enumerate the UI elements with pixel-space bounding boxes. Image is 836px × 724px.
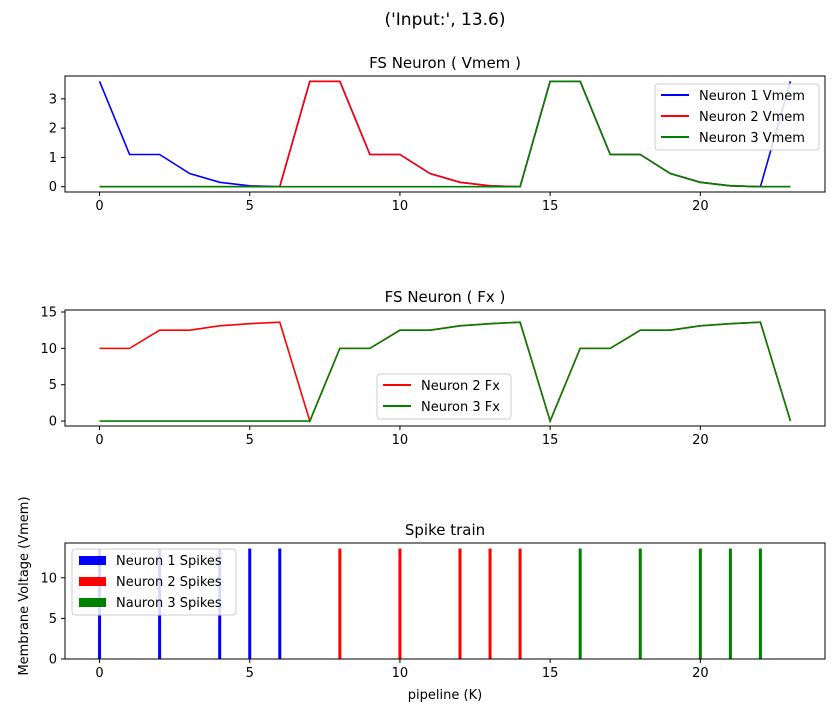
figure-suptitle: ('Input:', 13.6) (384, 10, 505, 30)
axes-frame (64, 542, 826, 660)
legend-swatch (79, 577, 106, 586)
legend-label: Neuron 1 Vmem (699, 89, 805, 104)
fx-panel: FS Neuron ( Fx ) 0 5 10 15 20 0 5 10 15 Neuron 2 F… (40, 288, 826, 448)
spike-bar-neuron-1 (278, 548, 282, 659)
panel-title: Spike train (405, 521, 485, 539)
legend-swatch (79, 556, 106, 565)
x-tick-label: 5 (246, 666, 254, 681)
spike-bar-neuron-1 (248, 548, 252, 659)
legend-box (71, 548, 237, 616)
x-tick-label: 20 (692, 666, 709, 681)
axes-frame (64, 75, 826, 193)
legend-box (654, 83, 820, 151)
y-tick-label: 2 (49, 122, 57, 137)
y-tick-label: 0 (49, 653, 57, 668)
spike-bar-neuron-2 (458, 548, 462, 659)
y-tick-label: 10 (40, 342, 57, 357)
spike-train-panel: Spike train 0 5 10 15 20 0 5 10 pipeline (K) Membr… (17, 496, 826, 703)
x-tick-label: 20 (692, 199, 709, 214)
y-tick-label: 0 (49, 415, 57, 430)
spike-bar-neuron-2 (488, 548, 492, 659)
spike-bar-neuron-3 (638, 548, 642, 659)
x-tick-label: 5 (246, 433, 254, 448)
x-tick-label: 0 (95, 433, 103, 448)
y-axis-label: Membrane Voltage (Vmem) (17, 496, 32, 675)
spike-bar-neuron-2 (518, 548, 522, 659)
x-tick-label: 15 (542, 433, 559, 448)
x-tick-label: 20 (692, 433, 709, 448)
axes-frame (64, 309, 826, 427)
vmem-panel: FS Neuron ( Vmem ) 0 5 10 15 20 0 1 2 3 Neuron 1 V… (49, 54, 826, 214)
spike-bar-neuron-3 (728, 548, 732, 659)
spike-bar-neuron-3 (578, 548, 582, 659)
x-tick-label: 15 (542, 199, 559, 214)
legend-label: Neuron 1 Spikes (116, 554, 222, 569)
spike-bar-neuron-2 (398, 548, 402, 659)
y-tick-label: 1 (49, 151, 57, 166)
legend: Neuron 1 Vmem Neuron 2 Vmem Neuron 3 Vmem (654, 83, 820, 151)
legend: Neuron 1 Spikes Neuron 2 Spikes Nauron 3 S… (71, 548, 237, 616)
x-tick-label: 5 (246, 199, 254, 214)
y-tick-label: 5 (49, 612, 57, 627)
legend-label: Neuron 2 Fx (421, 379, 500, 394)
legend-label: Neuron 3 Vmem (699, 131, 805, 146)
x-tick-label: 0 (95, 199, 103, 214)
legend-label: Neuron 3 Fx (421, 400, 500, 415)
y-tick-label: 15 (40, 306, 57, 321)
spike-bar-neuron-3 (758, 548, 762, 659)
x-axis-label: pipeline (K) (408, 688, 482, 703)
series-line-2 (99, 321, 792, 424)
x-tick-label: 15 (542, 666, 559, 681)
legend-swatch (79, 598, 106, 607)
y-tick-label: 3 (49, 92, 57, 107)
spike-bar-neuron-2 (338, 548, 342, 659)
legend-label: Neuron 2 Spikes (116, 575, 222, 590)
y-tick-label: 0 (49, 180, 57, 195)
x-tick-label: 10 (392, 433, 409, 448)
legend-label: Nauron 3 Spikes (116, 596, 222, 611)
spike-bar-neuron-3 (698, 548, 702, 659)
series-line-3 (99, 80, 791, 188)
x-tick-label: 10 (392, 666, 409, 681)
legend: Neuron 2 Fx Neuron 3 Fx (376, 373, 512, 420)
x-tick-label: 10 (392, 199, 409, 214)
legend-label: Neuron 2 Vmem (699, 110, 805, 125)
y-tick-label: 5 (49, 378, 57, 393)
panel-title: FS Neuron ( Vmem ) (369, 54, 521, 72)
panel-title: FS Neuron ( Fx ) (385, 288, 506, 306)
y-tick-label: 10 (40, 571, 57, 586)
x-tick-label: 0 (95, 666, 103, 681)
